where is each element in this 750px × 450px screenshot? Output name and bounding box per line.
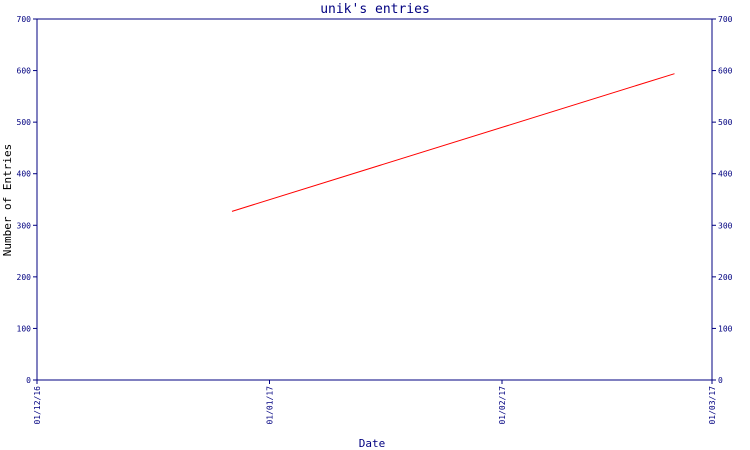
series-line xyxy=(231,73,675,212)
y-axis-label: Number of Entries xyxy=(1,144,14,257)
y-tick-label-right: 100 xyxy=(718,324,733,333)
x-tick-label: 01/12/16 xyxy=(33,386,42,425)
plot-area xyxy=(36,18,713,381)
y-tick-label-right: 0 xyxy=(718,376,723,385)
y-tick-label-left: 300 xyxy=(17,221,32,230)
y-axis-right: 0 100 200 300 400 500 600 700 xyxy=(712,15,733,385)
x-tick-label: 01/01/17 xyxy=(266,386,275,425)
y-tick-label-right: 600 xyxy=(718,67,733,76)
x-axis-label: Date xyxy=(359,437,386,450)
y-tick-label-right: 700 xyxy=(718,15,733,24)
y-tick-label-left: 0 xyxy=(26,376,31,385)
x-tick-label: 01/03/17 xyxy=(708,386,717,425)
x-tick-label: 01/02/17 xyxy=(498,386,507,425)
x-axis: 01/12/16 01/01/17 01/02/17 01/03/17 xyxy=(33,380,717,425)
y-tick-label-right: 400 xyxy=(718,170,733,179)
chart-title: unik's entries xyxy=(320,2,430,17)
y-axis-left: 0 100 200 300 400 500 600 700 xyxy=(17,15,37,385)
y-tick-label-left: 200 xyxy=(17,273,32,282)
y-tick-label-left: 100 xyxy=(17,324,32,333)
y-tick-label-right: 200 xyxy=(718,273,733,282)
y-tick-label-left: 500 xyxy=(17,118,32,127)
y-tick-label-left: 700 xyxy=(17,15,32,24)
series-layer xyxy=(231,73,675,212)
y-tick-label-left: 600 xyxy=(17,67,32,76)
y-tick-label-left: 400 xyxy=(17,170,32,179)
y-tick-label-right: 300 xyxy=(718,221,733,230)
y-tick-label-right: 500 xyxy=(718,118,733,127)
